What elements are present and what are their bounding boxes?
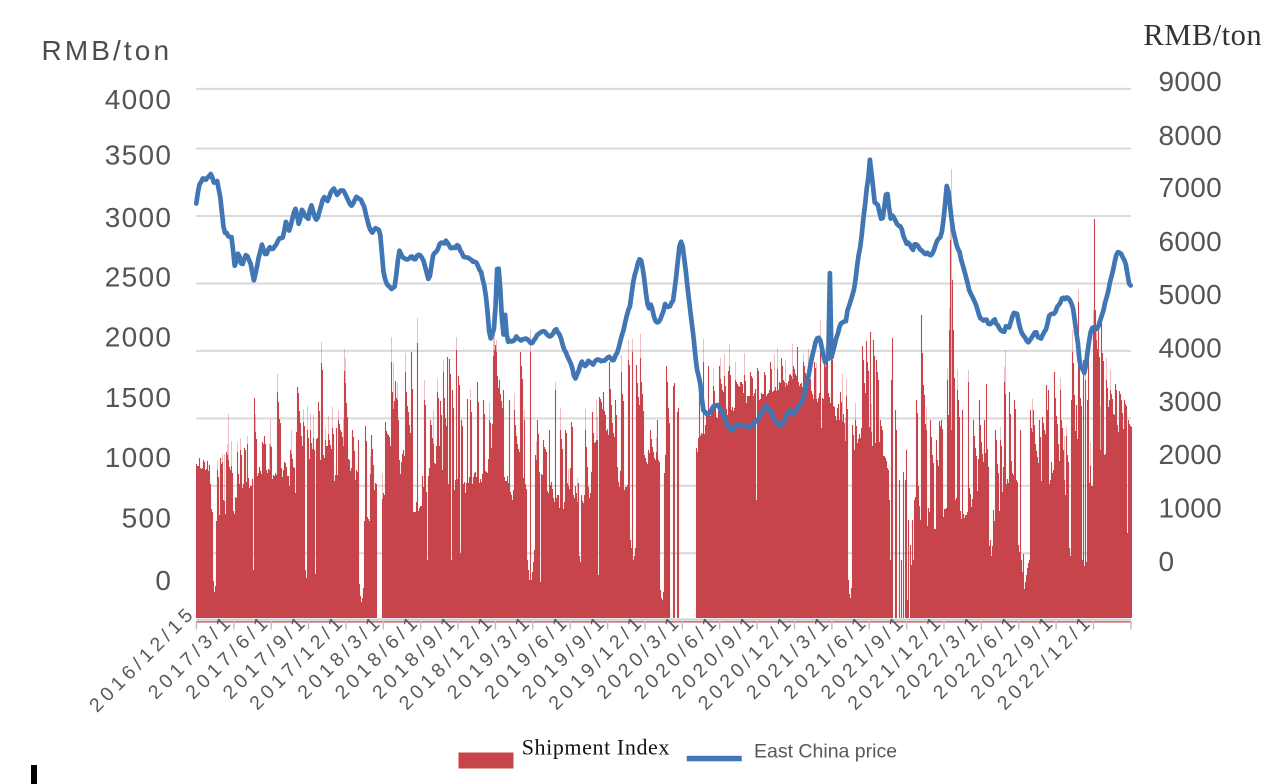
svg-text:8000: 8000 xyxy=(1159,120,1223,151)
svg-text:6000: 6000 xyxy=(1159,226,1223,257)
svg-text:3000: 3000 xyxy=(1159,386,1223,417)
svg-text:RMB/ton: RMB/ton xyxy=(1143,18,1262,52)
svg-text:3000: 3000 xyxy=(105,202,173,233)
svg-text:1500: 1500 xyxy=(105,382,173,413)
svg-text:East China price: East China price xyxy=(754,741,897,763)
svg-text:9000: 9000 xyxy=(1159,66,1223,97)
svg-text:0: 0 xyxy=(155,565,172,596)
svg-text:2000: 2000 xyxy=(1159,439,1223,470)
svg-text:7000: 7000 xyxy=(1159,172,1223,203)
svg-text:0: 0 xyxy=(1159,546,1175,577)
svg-text:5000: 5000 xyxy=(1159,279,1223,310)
svg-text:1000: 1000 xyxy=(105,442,173,473)
svg-text:Shipment Index: Shipment Index xyxy=(522,735,670,760)
svg-text:4000: 4000 xyxy=(105,84,173,115)
svg-text:2500: 2500 xyxy=(105,262,173,293)
svg-text:3500: 3500 xyxy=(105,140,173,171)
svg-text:2000: 2000 xyxy=(105,322,173,353)
svg-text:4000: 4000 xyxy=(1159,333,1223,364)
svg-text:500: 500 xyxy=(122,502,173,533)
svg-text:RMB/ton: RMB/ton xyxy=(42,35,173,66)
svg-text:1000: 1000 xyxy=(1159,493,1223,524)
